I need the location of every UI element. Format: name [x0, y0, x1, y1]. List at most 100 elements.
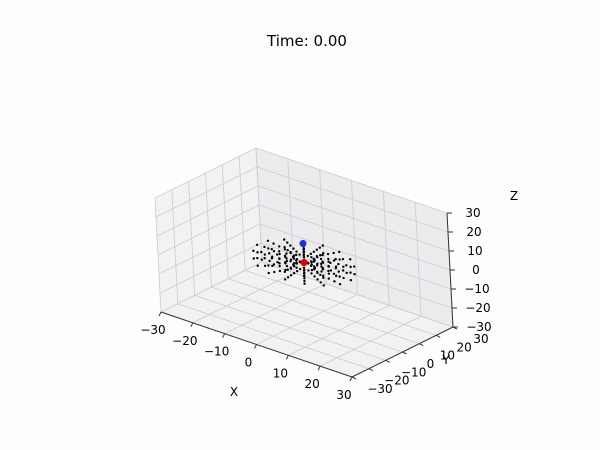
particle-point	[252, 257, 255, 260]
particle-point	[353, 272, 356, 276]
particle-point	[321, 261, 325, 264]
particle-point	[267, 264, 270, 267]
grid-line-z	[154, 147, 448, 214]
x-tick-label: −20	[172, 334, 197, 348]
y-tick	[452, 326, 458, 330]
particle-point	[302, 255, 306, 259]
particle-point	[334, 265, 338, 268]
particle-point	[313, 275, 316, 278]
particle-point	[321, 266, 324, 270]
particle-point	[332, 272, 336, 275]
particle-point	[338, 275, 341, 278]
particle-point	[316, 278, 319, 281]
particle-point	[292, 264, 295, 267]
particle-point	[312, 265, 316, 268]
particle-point	[283, 245, 286, 249]
particle-point	[302, 250, 306, 253]
particle-point	[256, 256, 259, 260]
particle-point	[286, 276, 290, 279]
particle-point	[285, 264, 289, 268]
z-tick-label: 20	[466, 225, 481, 239]
particle-point	[313, 258, 316, 261]
x-tick-label: 30	[336, 388, 351, 402]
particle-point	[306, 254, 310, 258]
particle-point	[285, 252, 288, 255]
particle-point	[329, 261, 332, 265]
particle-point	[321, 244, 324, 247]
particle-point	[327, 265, 330, 268]
particle-point	[312, 267, 316, 271]
y-tick-label: −30	[367, 382, 392, 396]
particle-point	[322, 276, 325, 280]
x-tick	[190, 322, 194, 328]
particle-point	[332, 259, 336, 262]
particle-point	[273, 270, 276, 274]
z-tick-label: −20	[465, 301, 490, 315]
particle-point	[268, 252, 271, 255]
y-tick	[435, 334, 441, 338]
particle-point	[303, 282, 306, 285]
particle-point	[267, 271, 270, 275]
particle-point	[316, 271, 319, 275]
x-tick-label: −10	[204, 345, 229, 359]
blue-body-point	[299, 240, 307, 247]
particle-point	[263, 257, 266, 260]
particle-point	[286, 241, 289, 244]
particle-point	[338, 258, 341, 261]
particle-point	[319, 257, 323, 261]
particle-point	[319, 281, 322, 284]
particle-point	[256, 251, 259, 254]
y-tick	[351, 376, 357, 380]
particle-point	[309, 252, 313, 256]
data-points	[252, 238, 356, 287]
y-tick-label: 10	[440, 349, 455, 363]
particle-point	[272, 242, 275, 245]
particle-point	[327, 277, 330, 280]
particle-point	[327, 257, 330, 261]
particle-point	[338, 250, 341, 254]
y-tick	[368, 368, 374, 372]
particle-point	[310, 272, 313, 275]
y-tick-label: 20	[457, 340, 472, 354]
x-axis-label: X	[230, 385, 238, 399]
particle-point	[270, 257, 274, 260]
particle-point	[295, 258, 298, 262]
particle-point	[321, 253, 324, 257]
particle-point	[295, 262, 298, 265]
y-tick-label: 30	[473, 332, 488, 346]
particle-point	[278, 264, 281, 268]
particle-point	[309, 264, 313, 268]
y-tick-label: 0	[427, 357, 435, 371]
particle-point	[283, 238, 286, 241]
particle-point	[263, 264, 267, 268]
particle-point	[256, 264, 259, 267]
particle-point	[315, 264, 319, 267]
particle-point	[337, 270, 340, 273]
x-tick	[285, 355, 289, 360]
particle-point	[295, 266, 298, 269]
particle-point	[283, 261, 287, 264]
particle-point	[320, 270, 323, 273]
particle-point	[342, 265, 345, 268]
particle-point	[341, 257, 345, 261]
particle-point	[278, 245, 281, 248]
particle-point	[298, 260, 301, 263]
x-tick	[349, 376, 353, 382]
z-tick-label: −10	[464, 282, 489, 296]
x-tick	[158, 311, 162, 317]
x-tick	[222, 333, 226, 338]
particle-point	[283, 254, 287, 257]
particle-point	[298, 253, 301, 256]
particle-point	[332, 251, 335, 255]
particle-point	[283, 270, 287, 274]
particle-point	[284, 268, 287, 272]
particle-point	[283, 248, 287, 251]
particle-point	[263, 245, 266, 249]
particle-point	[307, 269, 310, 272]
particle-point	[334, 257, 337, 261]
particle-point	[333, 280, 336, 283]
particle-point	[342, 276, 345, 280]
particle-point	[285, 259, 289, 263]
x-tick	[317, 365, 321, 371]
particle-point	[294, 253, 298, 257]
